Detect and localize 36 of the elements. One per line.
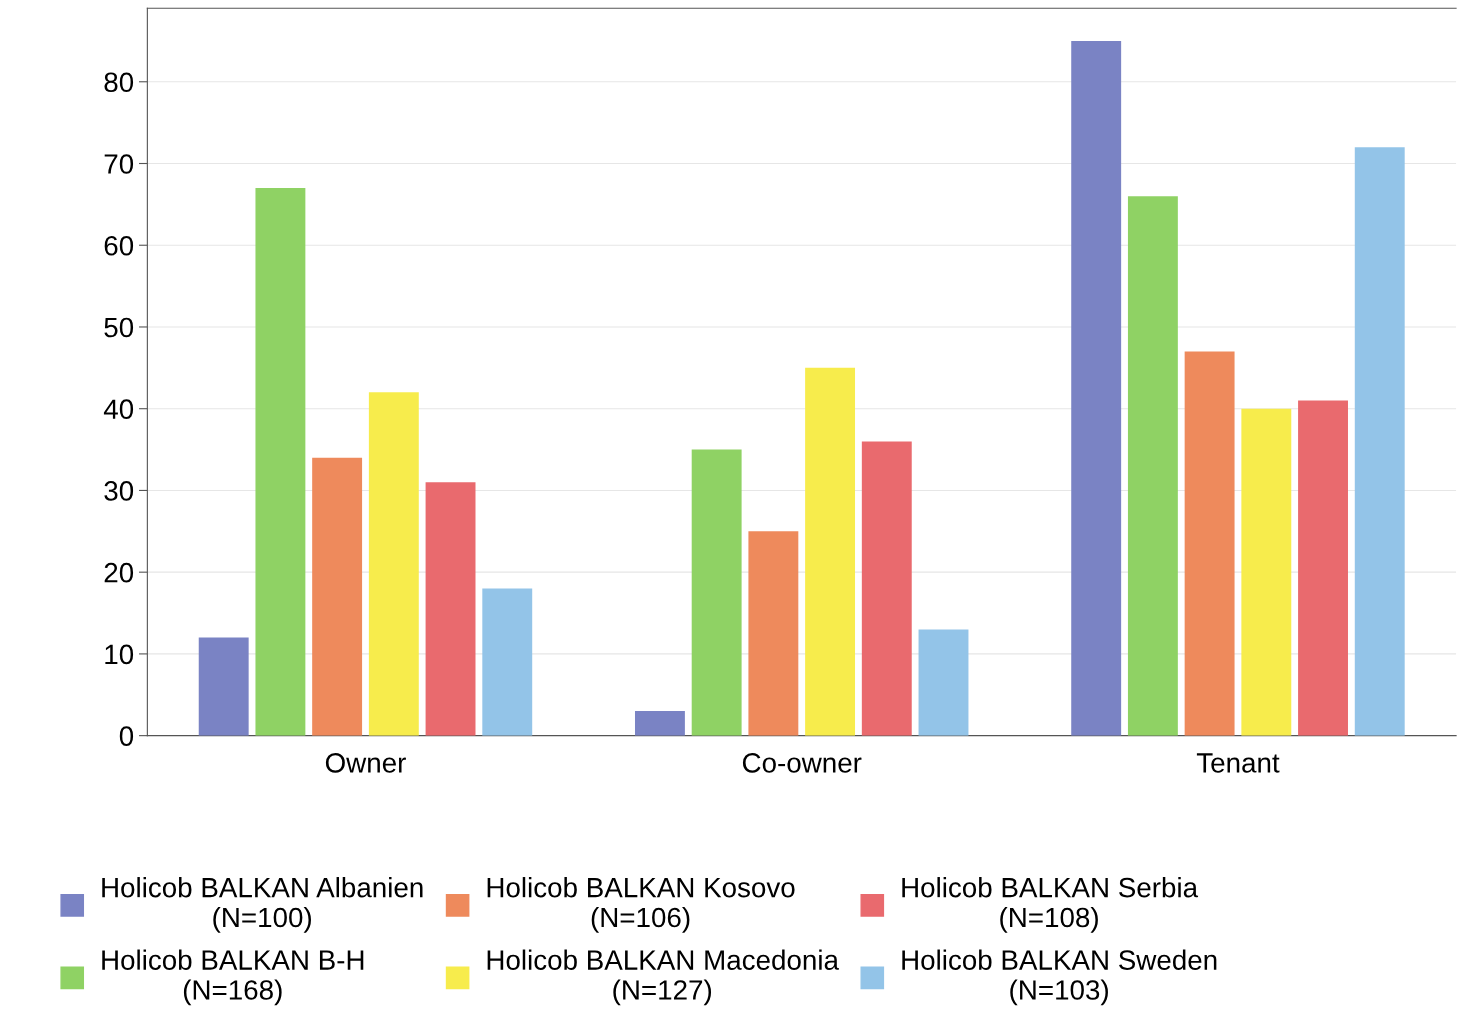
y-tick-label: 40 (103, 399, 134, 420)
bar (748, 531, 799, 736)
bar (198, 637, 249, 736)
y-tick-label: 20 (104, 562, 134, 583)
bar (1241, 408, 1292, 736)
bar (691, 449, 742, 736)
bar (1298, 400, 1348, 736)
y-tick-label: 60 (104, 235, 134, 256)
y-tick-label: 80 (104, 72, 134, 93)
y-tick-label: 10 (105, 644, 134, 665)
y-tick-label: 30 (104, 481, 134, 501)
bar (1127, 196, 1178, 736)
bar (255, 188, 306, 736)
y-tick-label: 0 (119, 726, 134, 746)
bar (425, 482, 476, 736)
legend-label: Holicob BALKAN Serbia (N=108) (902, 877, 1199, 933)
bar (634, 711, 685, 736)
x-tick-label: Tenant (1196, 753, 1280, 773)
bar (312, 457, 363, 736)
bar (482, 588, 533, 736)
legend-label: Holicob BALKAN Sweden (N=103) (902, 949, 1217, 1006)
legend-label: Holicob BALKAN Albanien (N=100) (102, 877, 423, 933)
bar (1071, 40, 1122, 736)
legend-label: Holicob BALKAN Macedonia (N=127) (487, 949, 839, 1006)
bar (1354, 147, 1405, 736)
y-tick-label: 50 (104, 317, 134, 338)
bar (918, 629, 969, 736)
bar (805, 367, 856, 736)
bar (1184, 351, 1235, 736)
x-tick-label: Owner (325, 753, 406, 773)
legend-label: Holicob BALKAN B-H (N=168) (102, 949, 364, 1006)
bar (368, 392, 419, 736)
x-tick-label: Co-owner (742, 753, 862, 773)
y-tick-label: 70 (104, 154, 134, 174)
bar (861, 441, 912, 736)
legend-label: Holicob BALKAN Kosovo (N=106) (487, 877, 795, 933)
